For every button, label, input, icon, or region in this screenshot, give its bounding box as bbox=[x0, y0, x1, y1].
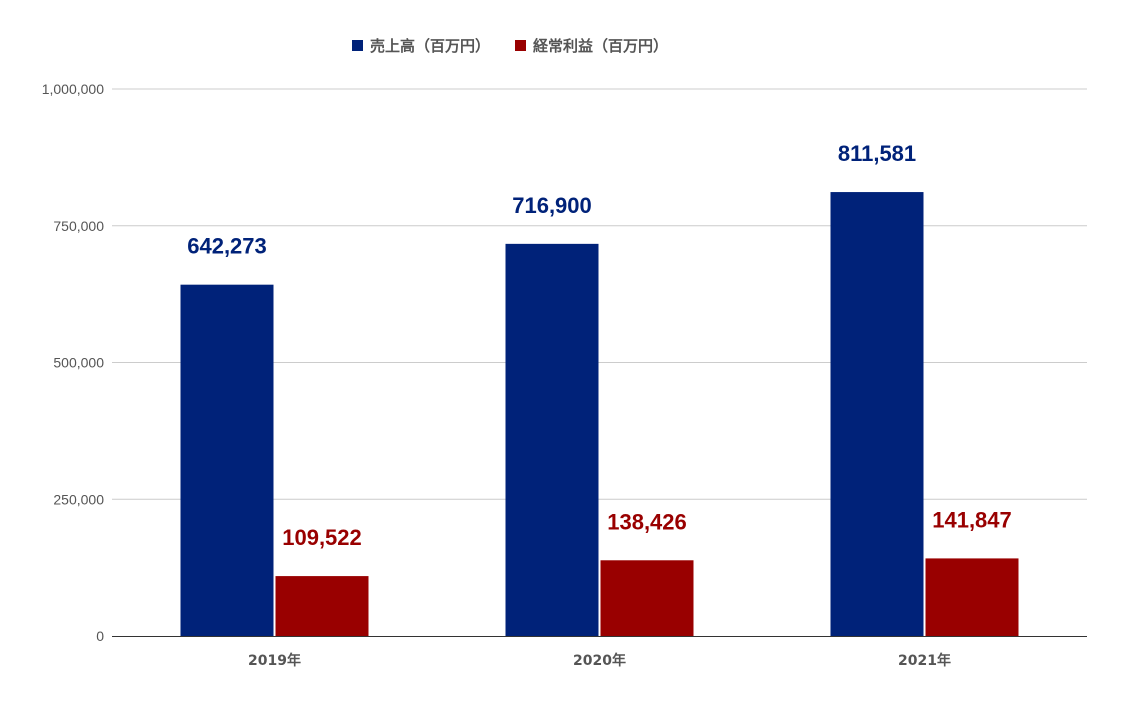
x-tick-label: 2021年 bbox=[898, 652, 951, 669]
data-label-profit-2: 138,426 bbox=[607, 509, 687, 534]
data-label-profit-1: 109,522 bbox=[282, 525, 362, 550]
y-tick-label: 1,000,000 bbox=[42, 81, 104, 97]
y-axis: 0 250,000 500,000 750,000 1,000,000 bbox=[42, 81, 105, 644]
legend-label-1: 売上高（百万円） bbox=[370, 37, 490, 55]
y-tick-label: 500,000 bbox=[53, 355, 104, 371]
y-tick-label: 250,000 bbox=[53, 491, 104, 507]
bar-profit-2 bbox=[600, 560, 694, 636]
data-label-profit-3: 141,847 bbox=[932, 507, 1012, 532]
x-tick-label: 2019年 bbox=[248, 652, 301, 669]
data-label-sales-2: 716,900 bbox=[512, 193, 592, 218]
x-axis: 2019年 2020年 2021年 bbox=[112, 636, 1087, 669]
x-tick-label: 2020年 bbox=[573, 652, 626, 669]
bars bbox=[180, 192, 1019, 636]
data-label-sales-3: 811,581 bbox=[838, 141, 916, 166]
legend-swatch-1 bbox=[352, 40, 363, 51]
bar-sales-3 bbox=[830, 192, 924, 636]
bar-profit-1 bbox=[275, 576, 369, 636]
y-tick-label: 0 bbox=[96, 628, 104, 644]
data-label-sales-1: 642,273 bbox=[187, 234, 267, 259]
bar-sales-2 bbox=[505, 243, 599, 636]
y-tick-label: 750,000 bbox=[53, 218, 104, 234]
bar-sales-1 bbox=[180, 284, 274, 636]
legend-label-2: 経常利益（百万円） bbox=[533, 37, 668, 55]
data-labels: 642,273 109,522 716,900 138,426 811,581 141,8… bbox=[187, 141, 1012, 550]
chart-gridlines bbox=[112, 88, 1087, 500]
chart-legend: 売上高（百万円） 経常利益（百万円） bbox=[352, 37, 668, 55]
legend-swatch-2 bbox=[515, 40, 526, 51]
bar-profit-3 bbox=[925, 558, 1019, 636]
